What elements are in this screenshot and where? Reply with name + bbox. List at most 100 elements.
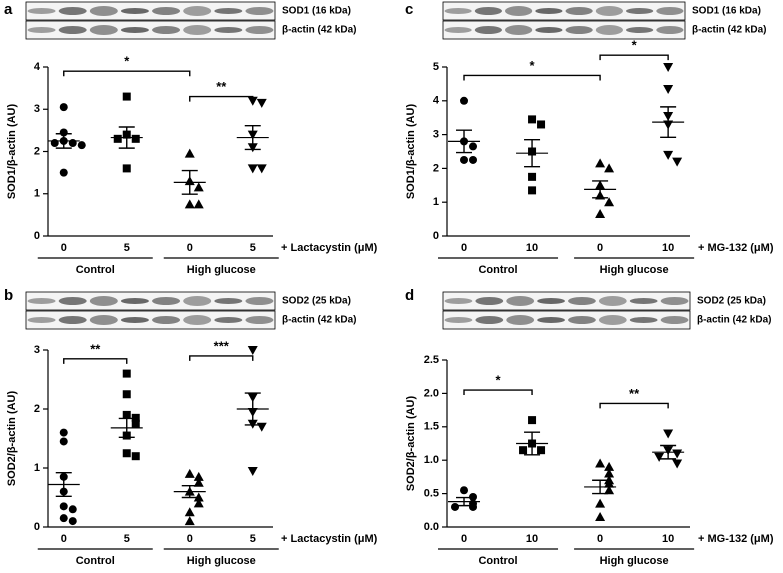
y-tick-label: 1: [433, 196, 439, 208]
y-tick-label: 2.0: [424, 387, 439, 399]
sem-bar: [660, 106, 677, 139]
y-tick-label: 2.5: [424, 354, 439, 366]
significance-label: ***: [214, 338, 230, 353]
blot-band: [568, 297, 596, 305]
blot-band: [245, 26, 274, 34]
data-point: [77, 141, 86, 150]
blot-band: [152, 26, 181, 34]
blot-band: [660, 297, 689, 305]
data-point: [663, 84, 674, 94]
significance-label: **: [90, 341, 101, 356]
blot-strip: [25, 310, 276, 330]
group-label: High glucose: [600, 264, 669, 276]
data-point: [59, 103, 68, 112]
sem-bar: [55, 472, 72, 498]
treatment-label: + MG-132 (μM): [698, 242, 774, 254]
sem-bar: [244, 392, 261, 426]
blot-band: [152, 297, 181, 305]
blot-band: [58, 297, 87, 305]
blot-band: [58, 26, 87, 34]
data-point: [654, 452, 665, 462]
data-point: [595, 511, 606, 521]
data-point: [595, 498, 606, 508]
blot-band: [505, 6, 533, 16]
blot-band: [506, 296, 535, 306]
significance-bracket: [599, 54, 669, 61]
sem-bar: [660, 444, 677, 460]
data-point: [256, 422, 267, 432]
data-point: [528, 115, 537, 124]
data-point: [604, 468, 615, 478]
blot-band: [27, 298, 56, 304]
x-tick-label: 10: [526, 242, 538, 254]
treatment-label: + Lactacystin (μM): [281, 242, 378, 254]
data-point: [113, 134, 122, 143]
data-point: [595, 209, 606, 219]
blot-band: [152, 316, 181, 324]
blot-band: [506, 315, 535, 325]
data-point: [672, 459, 683, 469]
sem-bar: [55, 133, 72, 149]
data-point: [469, 142, 478, 151]
y-tick-label: 3: [34, 103, 40, 115]
data-point: [59, 128, 68, 137]
data-point: [122, 449, 131, 458]
x-tick-label: 10: [662, 242, 674, 254]
blot-band: [183, 6, 212, 16]
significance-label: **: [216, 79, 227, 94]
y-tick-label: 1.0: [424, 454, 439, 466]
data-point: [122, 369, 131, 378]
data-point: [193, 471, 204, 481]
sem-bar: [118, 126, 135, 149]
blot-strip: [442, 310, 691, 330]
data-point: [247, 164, 258, 174]
blot-band: [183, 25, 212, 35]
data-point: [663, 429, 674, 439]
y-tick-label: 0.0: [424, 521, 439, 533]
sem-bar: [118, 417, 135, 439]
blot-band: [474, 7, 502, 15]
treatment-label: + Lactacystin (μM): [281, 533, 378, 545]
blot-band: [629, 317, 658, 323]
data-point: [184, 507, 195, 517]
data-point: [184, 516, 195, 526]
blot-band: [214, 298, 243, 304]
blot-band: [89, 296, 118, 306]
sem-bar: [456, 496, 473, 507]
data-point: [184, 468, 195, 478]
x-tick-label: 0: [597, 242, 603, 254]
data-point: [59, 428, 68, 437]
data-point: [193, 492, 204, 502]
x-tick-label: 5: [250, 533, 256, 545]
data-point: [59, 514, 68, 523]
blot-band: [505, 25, 533, 35]
blot-label: SOD1 (16 kDa): [282, 6, 351, 17]
panel-letter: c: [405, 1, 413, 18]
sem-bar: [181, 485, 198, 499]
panel-letter: d: [405, 287, 414, 304]
data-point: [256, 98, 267, 108]
blot-strip: [25, 20, 276, 40]
data-point: [604, 163, 615, 173]
blot-band: [565, 26, 593, 34]
sem-bar: [524, 431, 541, 456]
data-point: [193, 199, 204, 209]
data-point: [50, 139, 59, 148]
blot-band: [120, 27, 149, 33]
x-tick-label: 10: [526, 533, 538, 545]
significance-bracket: [463, 74, 601, 81]
blot-band: [27, 8, 56, 14]
x-tick-label: 0: [461, 533, 467, 545]
data-point: [672, 157, 683, 167]
data-point: [247, 466, 258, 476]
significance-bracket: [189, 95, 254, 102]
blot-band: [626, 27, 654, 33]
x-tick-label: 10: [662, 533, 674, 545]
data-point: [469, 155, 478, 164]
x-tick-label: 0: [597, 533, 603, 545]
blot-band: [214, 8, 243, 14]
blot-band: [595, 6, 623, 16]
blot-strip: [442, 291, 691, 311]
y-axis-label: SOD2/β-actin (AU): [6, 391, 18, 487]
